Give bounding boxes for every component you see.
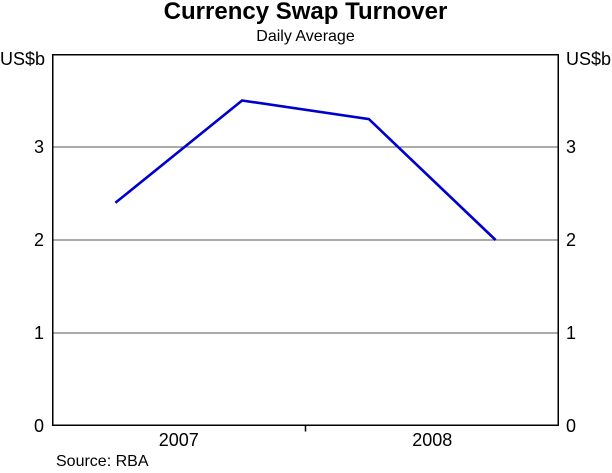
y-tick-label-right: 3	[566, 137, 577, 157]
y-tick-label-left: 0	[33, 416, 44, 436]
y-tick-label-left: 2	[33, 230, 44, 250]
plot-area	[52, 54, 559, 432]
chart-subtitle: Daily Average	[256, 28, 355, 45]
plot-frame	[52, 54, 559, 426]
series-line-currency-swap-turnover	[114, 99, 497, 241]
chart-title: Currency Swap Turnover	[163, 0, 448, 25]
y-tick-label-right: 1	[566, 323, 577, 343]
y-axis-unit-left: US$b	[0, 49, 46, 69]
y-tick-label-left: 3	[33, 137, 44, 157]
y-tick-label-right: 0	[566, 416, 577, 436]
source-note: Source: RBA	[56, 453, 149, 470]
y-tick-label-right: 2	[566, 230, 577, 250]
x-axis-year-label: 2008	[412, 430, 453, 450]
x-axis-year-label: 2007	[158, 430, 199, 450]
y-axis-unit-right: US$b	[566, 49, 612, 69]
y-tick-label-left: 1	[33, 323, 44, 343]
